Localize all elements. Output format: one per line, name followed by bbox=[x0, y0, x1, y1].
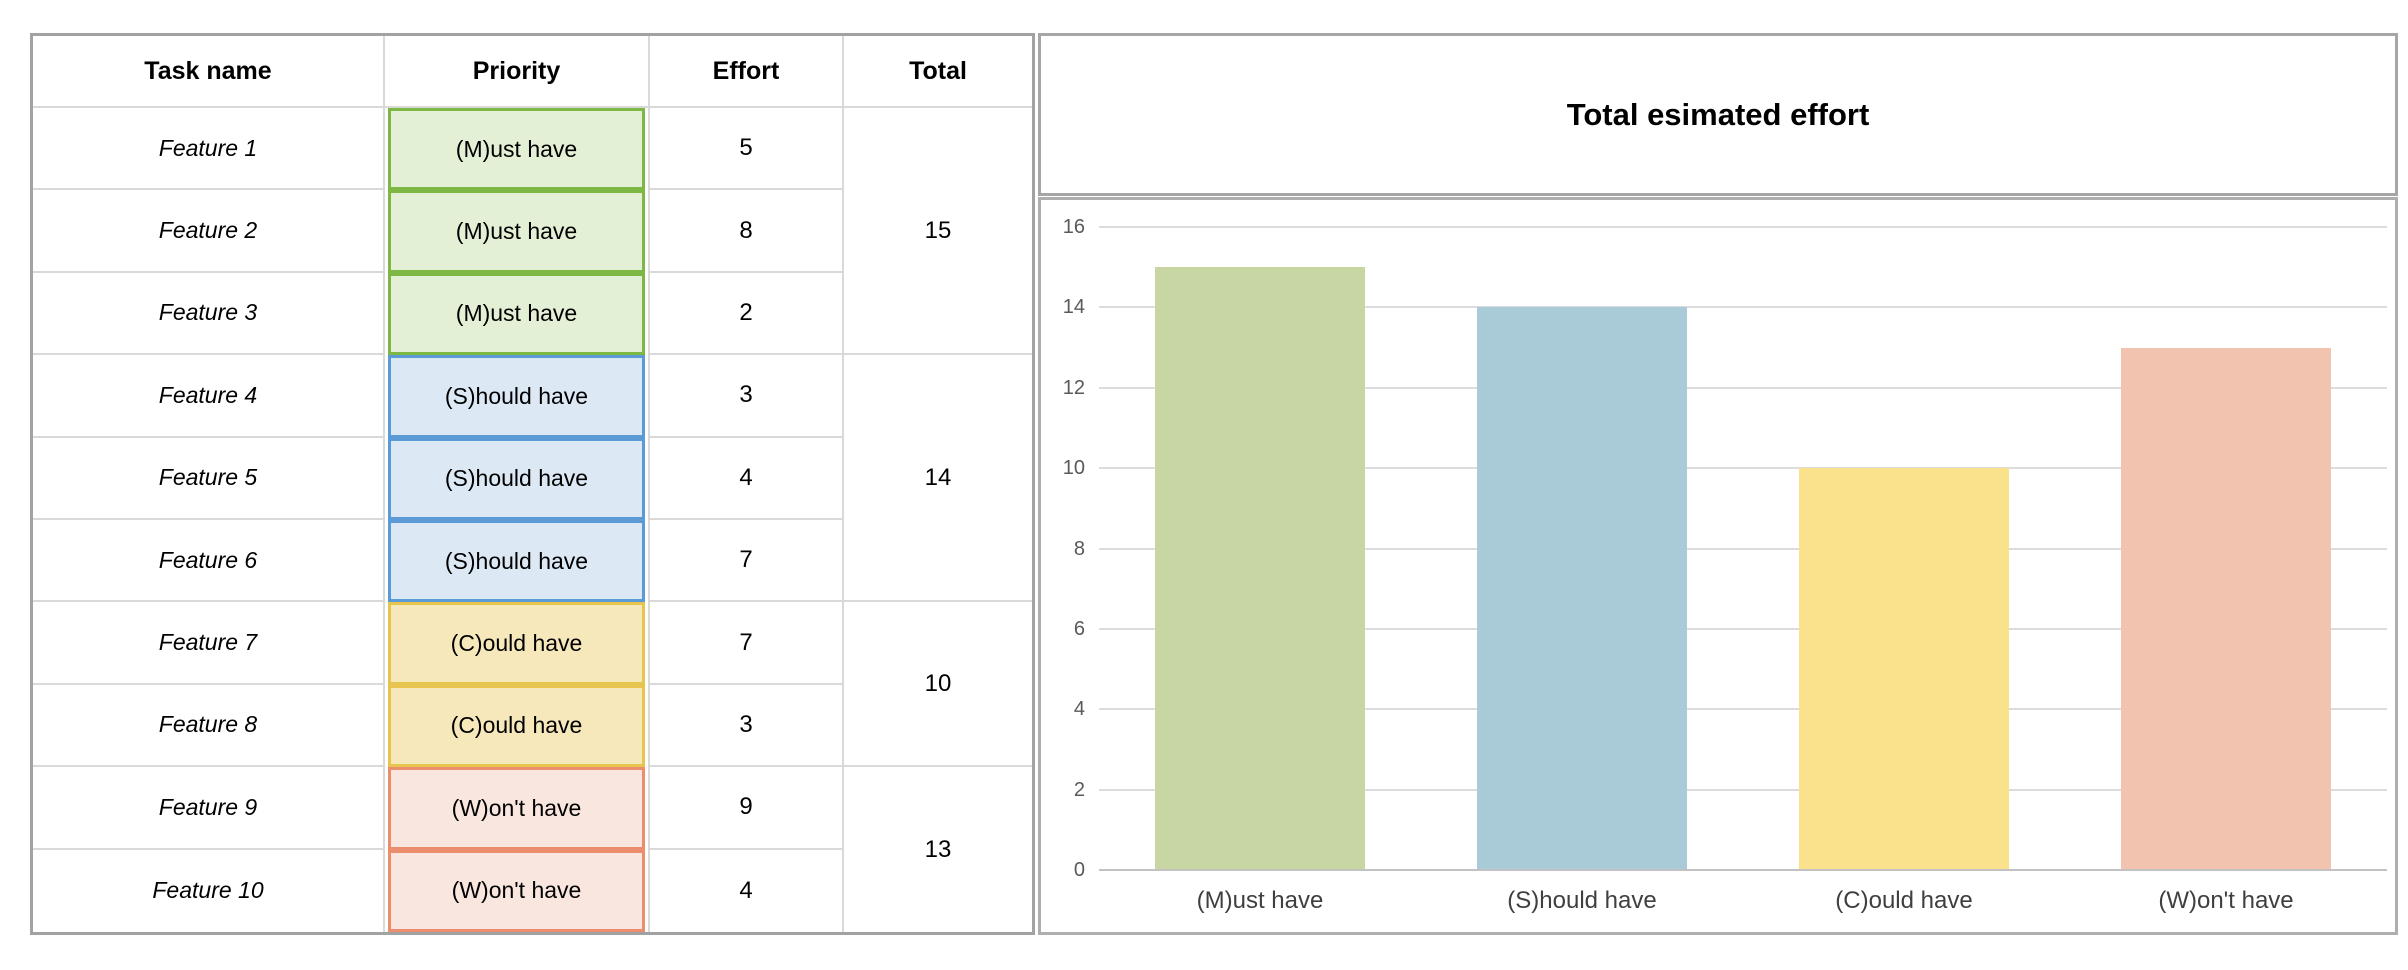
effort-cell: 7 bbox=[650, 602, 844, 685]
priority-badge-wont-have: (W)on't have bbox=[388, 849, 645, 932]
chart-title-box: Total esimated effort bbox=[1038, 33, 2398, 196]
task-name-cell: Feature 1 bbox=[33, 108, 385, 191]
x-axis-label-wont-have: (W)on't have bbox=[2158, 887, 2294, 914]
task-name-cell: Feature 2 bbox=[33, 190, 385, 273]
bar-chart: 0 2 4 6 8 10 12 14 16 (M)ust have (S)hould have … bbox=[1038, 197, 2398, 935]
column-header-total: Total bbox=[844, 36, 1032, 108]
priority-label: (W)on't have bbox=[451, 794, 582, 821]
priority-cell: (S)hould have bbox=[385, 437, 650, 520]
priority-label: (S)hould have bbox=[444, 547, 589, 574]
bar-must-have bbox=[1155, 267, 1365, 870]
total-cell-could-have: 10 bbox=[844, 602, 1032, 768]
priority-cell: (C)ould have bbox=[385, 684, 650, 768]
gridline bbox=[1099, 869, 2387, 871]
priority-cell: (W)on't have bbox=[385, 849, 650, 932]
bar-wont-have bbox=[2121, 347, 2331, 870]
priority-badge-should-have: (S)hould have bbox=[388, 437, 645, 520]
y-tick-label: 6 bbox=[1073, 617, 1085, 640]
task-name-cell: Feature 4 bbox=[33, 355, 385, 438]
y-tick-label: 4 bbox=[1073, 698, 1085, 721]
task-name-cell: Feature 5 bbox=[33, 437, 385, 520]
priority-cell: (M)ust have bbox=[385, 190, 650, 273]
bar-slot bbox=[1421, 227, 1743, 870]
bar-group bbox=[1099, 227, 2387, 870]
priority-label: (C)ould have bbox=[450, 630, 583, 657]
priority-label: (M)ust have bbox=[455, 218, 578, 245]
y-tick-label: 0 bbox=[1073, 859, 1085, 881]
y-tick-label: 10 bbox=[1062, 457, 1085, 480]
total-cell-should-have: 14 bbox=[844, 355, 1032, 603]
priority-cell: (M)ust have bbox=[385, 272, 650, 356]
priority-cell: (C)ould have bbox=[385, 602, 650, 685]
x-axis-label-should-have: (S)hould have bbox=[1507, 887, 1657, 914]
priority-badge-should-have: (S)hould have bbox=[388, 520, 645, 603]
gridline bbox=[1099, 708, 2387, 711]
y-tick-label: 8 bbox=[1073, 537, 1085, 560]
effort-cell: 5 bbox=[650, 108, 844, 191]
gridline bbox=[1099, 386, 2387, 389]
gridline bbox=[1099, 788, 2387, 791]
column-header-priority: Priority bbox=[385, 36, 650, 108]
gridline bbox=[1099, 627, 2387, 630]
y-tick-label: 2 bbox=[1073, 778, 1085, 801]
gridline bbox=[1099, 226, 2387, 228]
effort-cell: 4 bbox=[650, 849, 844, 932]
priority-badge-could-have: (C)ould have bbox=[388, 602, 645, 685]
priority-badge-must-have: (M)ust have bbox=[388, 108, 645, 191]
gridline bbox=[1099, 467, 2387, 470]
effort-cell: 8 bbox=[650, 190, 844, 273]
effort-cell: 7 bbox=[650, 520, 844, 603]
column-header-effort: Effort bbox=[650, 36, 844, 108]
priority-label: (W)on't have bbox=[451, 877, 582, 904]
y-axis-labels: 0 2 4 6 8 10 12 14 16 bbox=[1041, 216, 1085, 881]
task-name-cell: Feature 6 bbox=[33, 520, 385, 603]
priority-cell: (S)hould have bbox=[385, 355, 650, 438]
y-tick-label: 14 bbox=[1062, 296, 1085, 319]
priority-label: (C)ould have bbox=[450, 712, 583, 739]
priority-badge-must-have: (M)ust have bbox=[388, 190, 645, 273]
gridline bbox=[1099, 547, 2387, 550]
priority-badge-could-have: (C)ould have bbox=[388, 684, 645, 768]
priority-label: (S)hould have bbox=[444, 465, 589, 492]
x-axis-label-could-have: (C)ould have bbox=[1835, 887, 1973, 914]
priority-cell: (S)hould have bbox=[385, 520, 650, 603]
bar-slot bbox=[1743, 227, 2065, 870]
chart-title: Total esimated effort bbox=[1566, 96, 1870, 132]
effort-cell: 4 bbox=[650, 437, 844, 520]
priority-cell: (M)ust have bbox=[385, 108, 650, 191]
bar-should-have bbox=[1477, 307, 1687, 870]
x-axis-label-must-have: (M)ust have bbox=[1196, 887, 1324, 914]
priority-label: (M)ust have bbox=[455, 135, 578, 162]
task-name-cell: Feature 7 bbox=[33, 602, 385, 685]
y-tick-label: 12 bbox=[1062, 376, 1085, 399]
effort-cell: 3 bbox=[650, 684, 844, 768]
task-name-cell: Feature 10 bbox=[33, 849, 385, 932]
x-axis-labels: (M)ust have (S)hould have (C)ould have (… bbox=[1099, 887, 2387, 915]
priority-cell: (W)on't have bbox=[385, 767, 650, 850]
effort-cell: 9 bbox=[650, 767, 844, 850]
effort-cell: 2 bbox=[650, 272, 844, 356]
bar-slot bbox=[2065, 227, 2387, 870]
bar-slot bbox=[1099, 227, 1421, 870]
task-priority-table: Task name Priority Effort Total Feature … bbox=[30, 33, 1035, 935]
priority-badge-should-have: (S)hould have bbox=[388, 355, 645, 438]
effort-cell: 3 bbox=[650, 355, 844, 438]
priority-label: (S)hould have bbox=[444, 382, 589, 409]
y-tick-label: 16 bbox=[1062, 216, 1085, 238]
task-name-cell: Feature 3 bbox=[33, 272, 385, 356]
total-cell-wont-have: 13 bbox=[844, 767, 1032, 932]
priority-badge-wont-have: (W)on't have bbox=[388, 767, 645, 850]
priority-badge-must-have: (M)ust have bbox=[388, 272, 645, 356]
total-cell-must-have: 15 bbox=[844, 108, 1032, 356]
bar-could-have bbox=[1799, 468, 2009, 870]
priority-label: (M)ust have bbox=[455, 300, 578, 327]
column-header-task-name: Task name bbox=[33, 36, 385, 108]
task-name-cell: Feature 9 bbox=[33, 767, 385, 850]
plot-area bbox=[1099, 226, 2387, 871]
task-name-cell: Feature 8 bbox=[33, 684, 385, 768]
gridline bbox=[1099, 306, 2387, 309]
